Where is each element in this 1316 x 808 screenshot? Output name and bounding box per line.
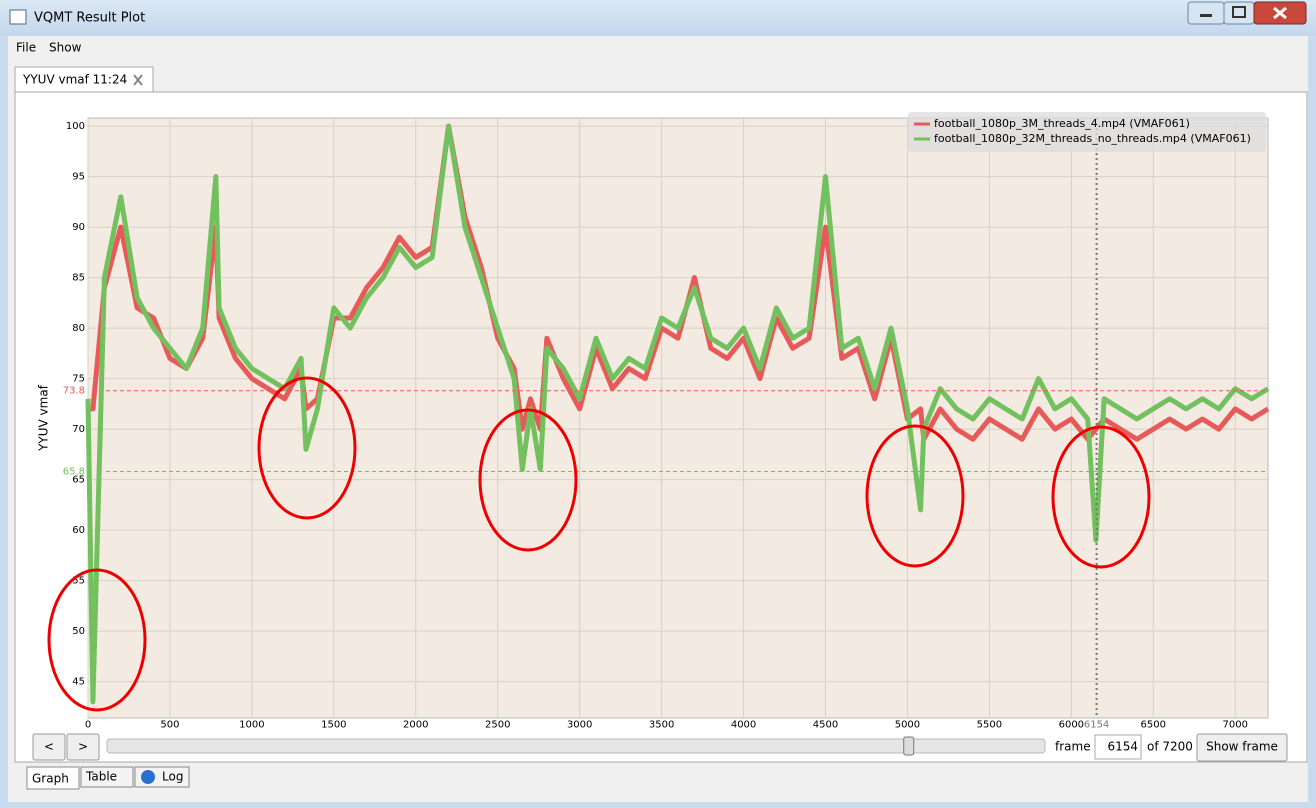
y-tick-label: 80 xyxy=(72,323,85,334)
y-tick-label: 55 xyxy=(72,576,85,587)
next-button[interactable] xyxy=(66,733,100,761)
x-tick-label: 2500 xyxy=(485,719,510,730)
bottom-tab[interactable] xyxy=(26,766,80,790)
x-tick-label: 7000 xyxy=(1222,719,1247,730)
x-tick-label: 6000 xyxy=(1059,719,1084,730)
y-tick-label: 85 xyxy=(72,273,85,284)
frame-slider[interactable] xyxy=(106,738,1046,754)
bottom-tab-label: Graph xyxy=(32,772,69,786)
y-tick-label: 45 xyxy=(72,677,85,688)
frame-input-value: 6154 xyxy=(1107,740,1138,754)
annotation-circle xyxy=(478,408,578,552)
menu-item[interactable]: File xyxy=(16,41,36,55)
bottom-tab-label: Log xyxy=(162,770,183,784)
bottom-tab-label: Table xyxy=(85,770,117,784)
x-tick-label: 2000 xyxy=(403,719,428,730)
x-tick-label: 5000 xyxy=(895,719,920,730)
prev-button[interactable] xyxy=(32,733,66,761)
y-axis-label: YYUV vmaf xyxy=(37,384,51,452)
x-tick-label: 3000 xyxy=(567,719,592,730)
info-icon xyxy=(141,770,155,784)
menu-item[interactable]: Show xyxy=(49,41,82,55)
y-tick-label: 75 xyxy=(72,374,85,385)
y-tick-label: 70 xyxy=(72,424,85,435)
x-tick-label: 4000 xyxy=(731,719,756,730)
frame-marker-label: 6154 xyxy=(1084,719,1109,730)
x-tick-label: 3500 xyxy=(649,719,674,730)
title-bar xyxy=(0,0,1316,36)
bottom-tab[interactable] xyxy=(80,766,134,788)
y-tick-label: 50 xyxy=(72,626,85,637)
slider-thumb[interactable] xyxy=(903,736,915,756)
x-tick-label: 5500 xyxy=(977,719,1002,730)
annotation-circle xyxy=(47,568,147,712)
y-tick-label: 60 xyxy=(72,525,85,536)
maximize-icon xyxy=(1232,6,1246,18)
legend xyxy=(908,112,1266,152)
y-tick-label: 100 xyxy=(66,121,85,132)
minimize-button[interactable] xyxy=(1187,1,1225,25)
show-frame-button[interactable] xyxy=(1196,733,1288,762)
y-tick-label: 65 xyxy=(72,475,85,486)
total-frames: of 7200 xyxy=(1147,740,1193,754)
next-label: > xyxy=(78,740,88,754)
legend-label: football_1080p_32M_threads_no_threads.mp… xyxy=(934,132,1251,145)
prev-label: < xyxy=(44,740,54,754)
frame-label: frame xyxy=(1055,740,1091,754)
y-tick-label: 95 xyxy=(72,172,85,183)
minimize-icon xyxy=(1200,14,1212,17)
x-tick-label: 500 xyxy=(160,719,179,730)
document-tab-label: YYUV vmaf 11:24 xyxy=(22,73,127,87)
show-frame-label: Show frame xyxy=(1206,740,1278,754)
annotation-circle xyxy=(257,376,357,520)
x-tick-label: 1500 xyxy=(321,719,346,730)
reference-label: 73.8 xyxy=(63,386,85,397)
frame-input[interactable] xyxy=(1094,734,1142,760)
tab-close[interactable] xyxy=(133,74,143,86)
close-icon xyxy=(1273,6,1287,20)
series-line xyxy=(88,123,1270,442)
annotation-circle xyxy=(1051,425,1151,569)
reference-label: 65.8 xyxy=(63,467,85,478)
annotation-circle xyxy=(865,424,965,568)
series-line xyxy=(85,123,1270,705)
x-tick-label: 6500 xyxy=(1141,719,1166,730)
window-title: VQMT Result Plot xyxy=(34,11,145,26)
x-tick-label: 4500 xyxy=(813,719,838,730)
x-tick-label: 1000 xyxy=(239,719,264,730)
app-icon xyxy=(9,9,27,25)
y-tick-label: 90 xyxy=(72,222,85,233)
maximize-button[interactable] xyxy=(1223,1,1255,25)
legend-label: football_1080p_3M_threads_4.mp4 (VMAF061… xyxy=(934,117,1190,130)
x-tick-label: 0 xyxy=(85,719,91,730)
